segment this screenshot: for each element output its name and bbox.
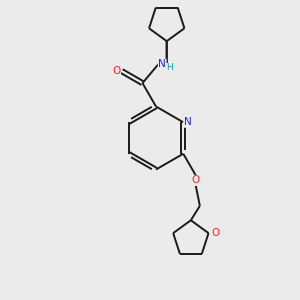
Text: N: N [158,59,166,69]
Text: O: O [112,66,120,76]
Text: O: O [211,228,219,238]
Text: H: H [166,63,173,72]
Text: N: N [184,117,192,127]
Text: O: O [191,176,200,185]
